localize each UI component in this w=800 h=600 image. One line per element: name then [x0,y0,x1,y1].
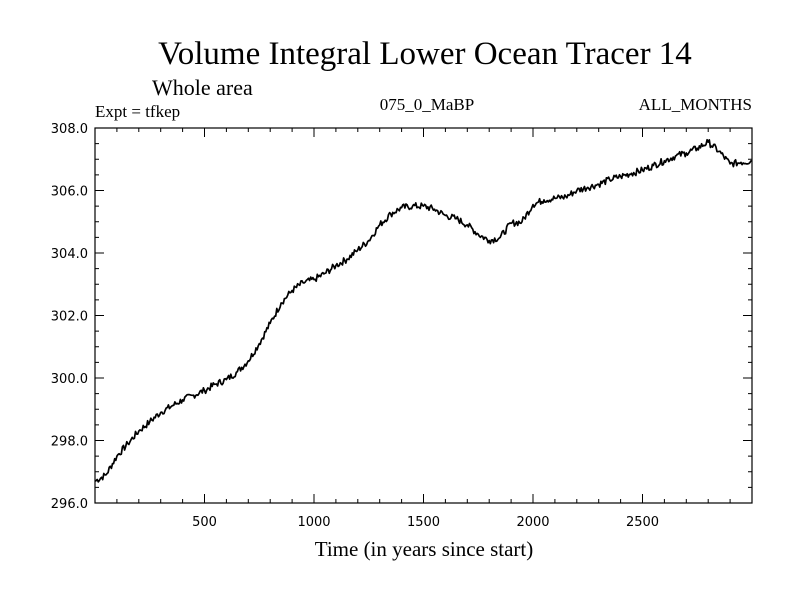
chart-subtitle: Whole area [152,75,253,100]
x-tick-label: 2500 [626,515,659,530]
annotation-expt: Expt = tfkep [95,102,180,121]
y-tick-label: 308.0 [51,122,88,137]
y-tick-label: 304.0 [51,247,88,262]
y-tick-label: 306.0 [51,185,88,200]
x-tick-label: 1500 [407,515,440,530]
x-tick-label: 500 [192,515,217,530]
series-line [94,138,753,483]
plot-area: 296.0 298.0 300.0 302.0 304.0 306.0 308.0 500 10… [51,122,753,530]
y-tick-label: 302.0 [51,310,88,325]
x-axis-label: Time (in years since start) [315,537,534,561]
annotation-period: 075_0_MaBP [380,95,474,114]
chart-title: Volume Integral Lower Ocean Tracer 14 [158,36,692,72]
plot-frame [94,127,753,504]
x-tick-label: 2000 [516,515,549,530]
annotation-months: ALL_MONTHS [639,95,752,114]
y-tick-label: 298.0 [51,435,88,450]
y-tick-label: 300.0 [51,372,88,387]
x-tick-label: 1000 [297,515,330,530]
y-tick-label: 296.0 [51,497,88,512]
